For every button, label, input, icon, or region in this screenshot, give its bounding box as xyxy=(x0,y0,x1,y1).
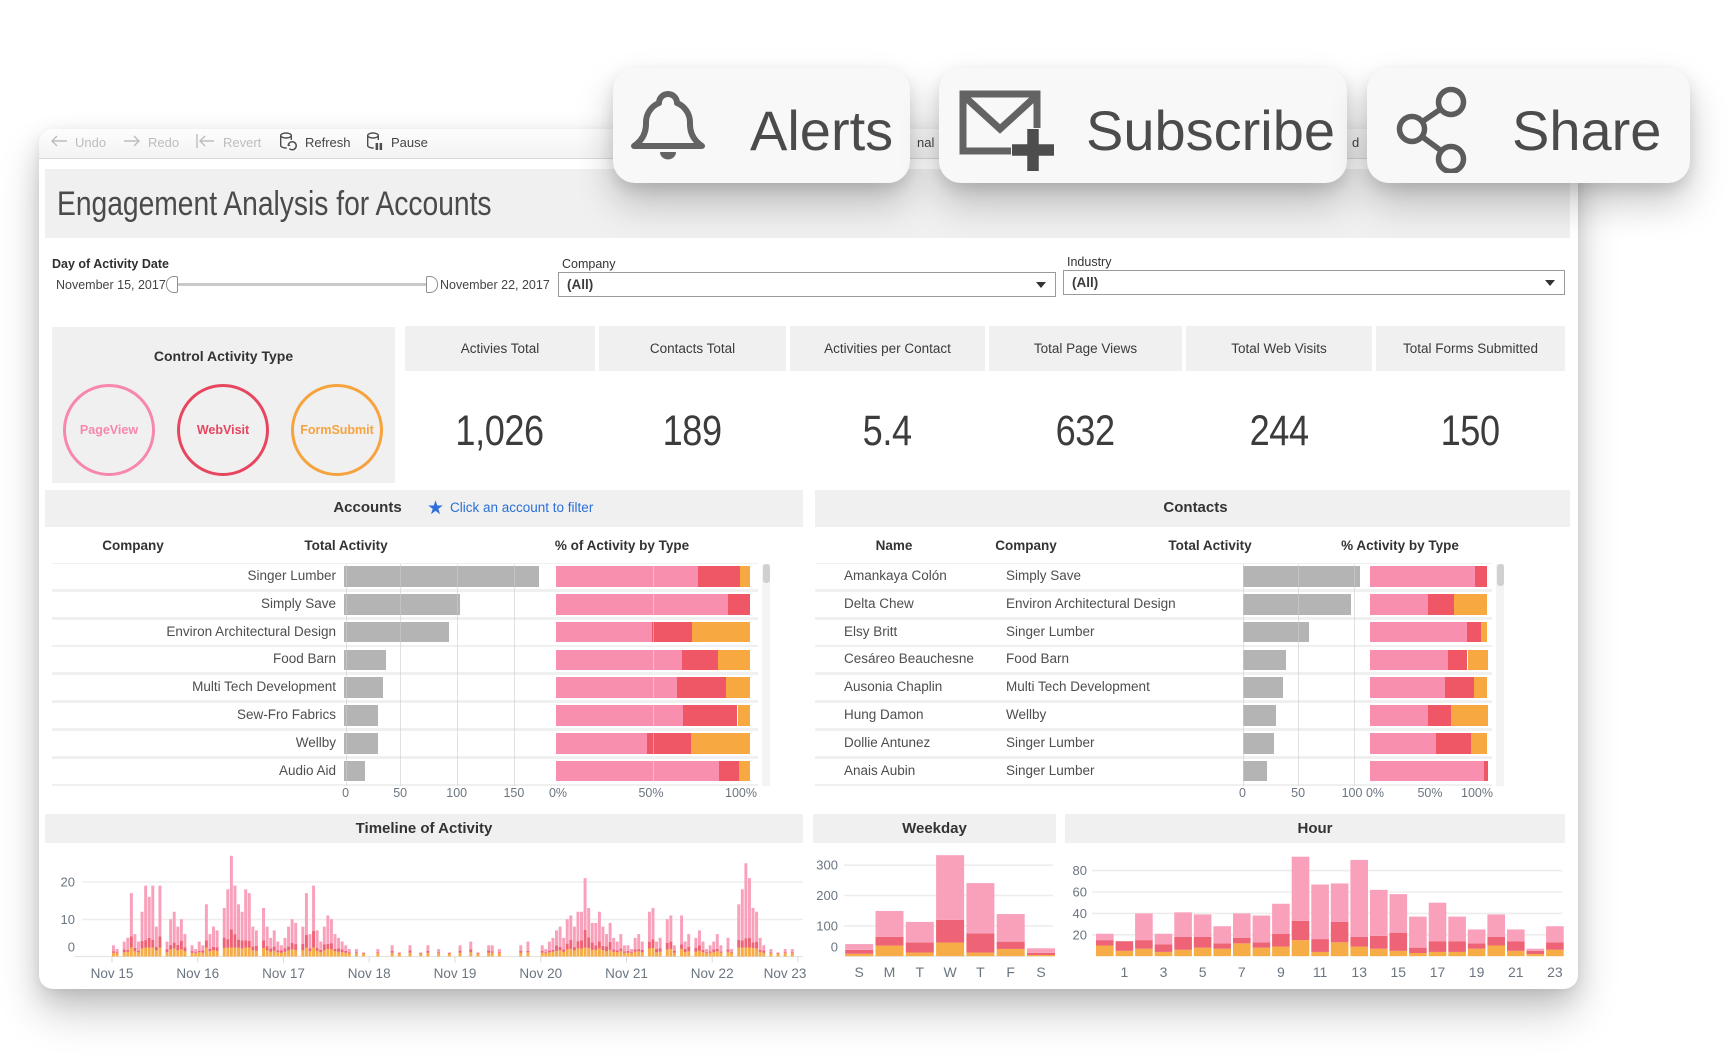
svg-text:1: 1 xyxy=(1121,964,1129,980)
svg-text:Nov 22: Nov 22 xyxy=(691,966,734,981)
svg-text:7: 7 xyxy=(1238,964,1246,980)
svg-text:Nov 18: Nov 18 xyxy=(348,966,391,981)
svg-text:Nov 19: Nov 19 xyxy=(434,966,477,981)
svg-text:200: 200 xyxy=(816,888,838,903)
svg-text:40: 40 xyxy=(1073,906,1087,921)
svg-text:F: F xyxy=(1006,964,1015,980)
svg-text:13: 13 xyxy=(1351,964,1367,980)
svg-text:300: 300 xyxy=(816,858,838,873)
svg-text:20: 20 xyxy=(1073,927,1087,942)
svg-text:Nov 16: Nov 16 xyxy=(176,966,219,981)
svg-text:19: 19 xyxy=(1469,964,1485,980)
svg-text:T: T xyxy=(976,964,985,980)
svg-text:Nov 23: Nov 23 xyxy=(764,966,807,981)
svg-text:S: S xyxy=(855,964,864,980)
svg-text:23: 23 xyxy=(1547,964,1563,980)
svg-text:0: 0 xyxy=(68,940,75,955)
svg-text:M: M xyxy=(884,964,896,980)
svg-text:S: S xyxy=(1036,964,1045,980)
svg-text:W: W xyxy=(943,964,957,980)
svg-text:17: 17 xyxy=(1430,964,1446,980)
svg-text:3: 3 xyxy=(1160,964,1168,980)
svg-text:0: 0 xyxy=(831,940,838,955)
svg-text:9: 9 xyxy=(1277,964,1285,980)
svg-text:100: 100 xyxy=(816,918,838,933)
svg-text:21: 21 xyxy=(1508,964,1524,980)
svg-text:10: 10 xyxy=(61,912,75,927)
svg-text:Nov 20: Nov 20 xyxy=(519,966,562,981)
svg-text:11: 11 xyxy=(1313,964,1328,980)
svg-text:60: 60 xyxy=(1073,885,1087,900)
svg-text:Nov 21: Nov 21 xyxy=(605,966,648,981)
svg-text:Nov 17: Nov 17 xyxy=(262,966,305,981)
svg-text:80: 80 xyxy=(1073,863,1087,878)
svg-text:Nov 15: Nov 15 xyxy=(91,966,134,981)
svg-text:15: 15 xyxy=(1391,964,1407,980)
svg-text:20: 20 xyxy=(61,875,75,890)
svg-text:T: T xyxy=(916,964,925,980)
svg-text:5: 5 xyxy=(1199,964,1207,980)
